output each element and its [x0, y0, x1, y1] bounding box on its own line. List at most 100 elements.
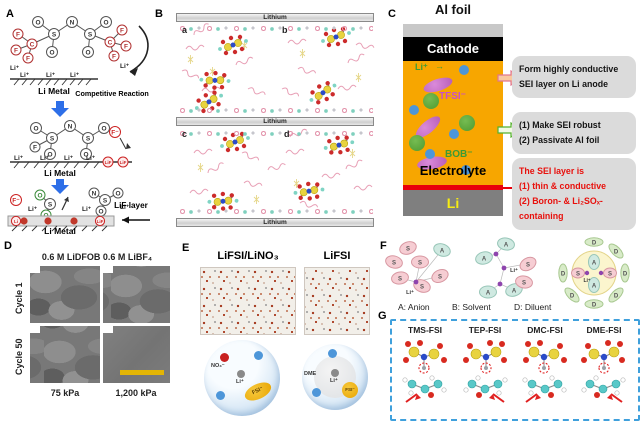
- svg-text:O: O: [103, 20, 108, 27]
- dme-label: DME: [304, 371, 317, 377]
- svg-text:LiF: LiF: [97, 219, 104, 224]
- svg-text:O: O: [47, 152, 52, 159]
- scale-bar: [120, 370, 164, 375]
- scene3-li-ions: Li⁺ Li⁺ Li⁺: [28, 204, 130, 213]
- svg-text:S: S: [420, 285, 424, 291]
- svg-text:S: S: [522, 281, 526, 287]
- svg-text:A: A: [440, 249, 445, 255]
- tfsi-label: TFSI⁻: [439, 91, 466, 102]
- svg-text:LiF: LiF: [105, 160, 112, 165]
- note3-line3: (2) Boron- & Li₂SOₓ-: [519, 195, 603, 206]
- svg-text:O: O: [83, 152, 88, 159]
- competitive-reaction-label: Competitive Reaction: [75, 89, 149, 98]
- md-box-lifsi: [304, 267, 370, 335]
- li-ion-dot: [449, 129, 459, 139]
- svg-text:S: S: [406, 247, 410, 253]
- li-ion-dot: [425, 149, 435, 159]
- down-arrow-2: [51, 179, 69, 194]
- al-foil-strip: [403, 24, 503, 37]
- svg-text:Li⁺: Li⁺: [120, 204, 130, 211]
- li-center-label: Li⁺: [236, 379, 244, 385]
- li-dot: [328, 349, 337, 358]
- panel-b-label: B: [155, 8, 163, 20]
- d-col-label-1200kpa: 1,200 kPa: [115, 388, 157, 398]
- svg-text:O: O: [85, 50, 90, 57]
- svg-text:Li⁺: Li⁺: [28, 206, 38, 213]
- svg-text:S: S: [608, 272, 612, 278]
- svg-text:O: O: [37, 193, 42, 200]
- svg-text:D: D: [623, 272, 628, 278]
- svg-text:Li⁺: Li⁺: [120, 63, 130, 70]
- svg-text:F: F: [26, 56, 30, 63]
- f-cluster-dilute: S S S S S S A Li⁺: [385, 241, 451, 296]
- svg-text:N: N: [70, 20, 75, 27]
- svg-text:S: S: [398, 277, 402, 283]
- li-ion-label: Li⁺: [415, 62, 428, 72]
- g-mol-name-tms-fsi: TMS-FSI: [408, 325, 442, 335]
- li-ion-arrow: →: [435, 61, 444, 71]
- svg-text:S: S: [103, 198, 108, 205]
- svg-text:F: F: [33, 145, 37, 152]
- svg-text:Li⁺: Li⁺: [406, 289, 414, 296]
- svg-text:D: D: [614, 294, 619, 300]
- svg-text:S: S: [438, 275, 442, 281]
- scene1-li-ions: Li⁺ Li⁺ Li⁺ Li⁺ Li⁺: [10, 63, 130, 79]
- svg-text:D: D: [592, 303, 597, 309]
- solvation-shell-left: NO₃⁻ Li⁺ FSI⁻: [204, 340, 280, 416]
- svg-text:S: S: [88, 32, 93, 39]
- scene1-ground: [10, 78, 98, 86]
- svg-text:Li⁺: Li⁺: [510, 267, 518, 274]
- lif-layer-label: LiF layer: [114, 201, 148, 210]
- no3-label: NO₃⁻: [211, 363, 225, 369]
- b-interface-dots-row3: [178, 129, 373, 138]
- svg-text:Li⁺: Li⁺: [70, 72, 80, 79]
- svg-text:Li⁺: Li⁺: [46, 72, 56, 79]
- b-subpanel-d: d: [284, 129, 290, 139]
- svg-text:C: C: [30, 42, 35, 49]
- panel-b-simulation: Lithium Lithium Lithium a b c d: [150, 5, 380, 233]
- svg-text:Li⁺: Li⁺: [86, 155, 96, 162]
- scene2-atoms: N S S O O O O F F⁻: [29, 120, 121, 160]
- svg-text:A: A: [592, 261, 597, 267]
- g-mol-name-dmc-fsi: DMC-FSI: [527, 325, 563, 335]
- note-box-2: (1) Make SEI robust (2) Passivate Al foi…: [512, 112, 636, 154]
- g-mol-name-dme-fsi: DME-FSI: [586, 325, 622, 335]
- panel-f-solvation-diagrams: S S S S S S A Li⁺ A A A A S S: [385, 237, 630, 309]
- g-molecule-tep-fsi: [462, 340, 509, 403]
- note3-line1: The SEI layer is: [519, 166, 585, 176]
- scene2-lif-circles: LiF LiF: [102, 156, 129, 168]
- no3-dot: [220, 353, 229, 362]
- bob-anion-circle: [409, 135, 425, 151]
- b-interface-dots-row4: [178, 207, 373, 216]
- svg-text:Li⁺: Li⁺: [583, 278, 590, 284]
- md-box-lifsi-lino3: [200, 267, 296, 335]
- panel-d-label: D: [4, 240, 12, 252]
- svg-text:N: N: [92, 191, 97, 198]
- sem-image-cycle50-75kpa: [30, 326, 100, 383]
- fsi-blob: FSI⁻: [342, 382, 358, 398]
- cathode-bar: Cathode: [403, 37, 503, 61]
- svg-text:S: S: [48, 202, 53, 209]
- svg-text:F⁻: F⁻: [12, 198, 20, 205]
- svg-text:Li: Li: [14, 219, 18, 224]
- svg-text:A: A: [504, 243, 509, 249]
- b-subpanel-c: c: [182, 129, 188, 139]
- electrolyte-region: Li⁺ → TFSI⁻ BOB⁻ Electrolyte: [403, 61, 503, 185]
- li-center-label: Li⁺: [330, 378, 338, 384]
- scene1-atoms: N S S O O O O C F F F C F F F: [10, 16, 132, 64]
- f-legend-solvent: B: Solvent: [452, 302, 491, 312]
- g-dashed-box: [390, 319, 640, 421]
- down-arrow-1: [51, 101, 69, 117]
- e-title-lifsi-lino3: LiFSI/LiNO₃: [217, 250, 279, 262]
- bob-label: BOB⁻: [445, 149, 473, 160]
- svg-text:Li⁺: Li⁺: [14, 155, 24, 162]
- svg-text:N: N: [68, 124, 73, 131]
- svg-text:S: S: [418, 261, 422, 267]
- svg-text:S: S: [52, 32, 57, 39]
- svg-text:D: D: [561, 272, 566, 278]
- svg-text:O: O: [35, 20, 40, 27]
- competitive-arrowhead: [130, 68, 138, 76]
- competitive-arrow: [129, 25, 149, 73]
- note3-line2: (1) thin & conductive: [519, 180, 606, 191]
